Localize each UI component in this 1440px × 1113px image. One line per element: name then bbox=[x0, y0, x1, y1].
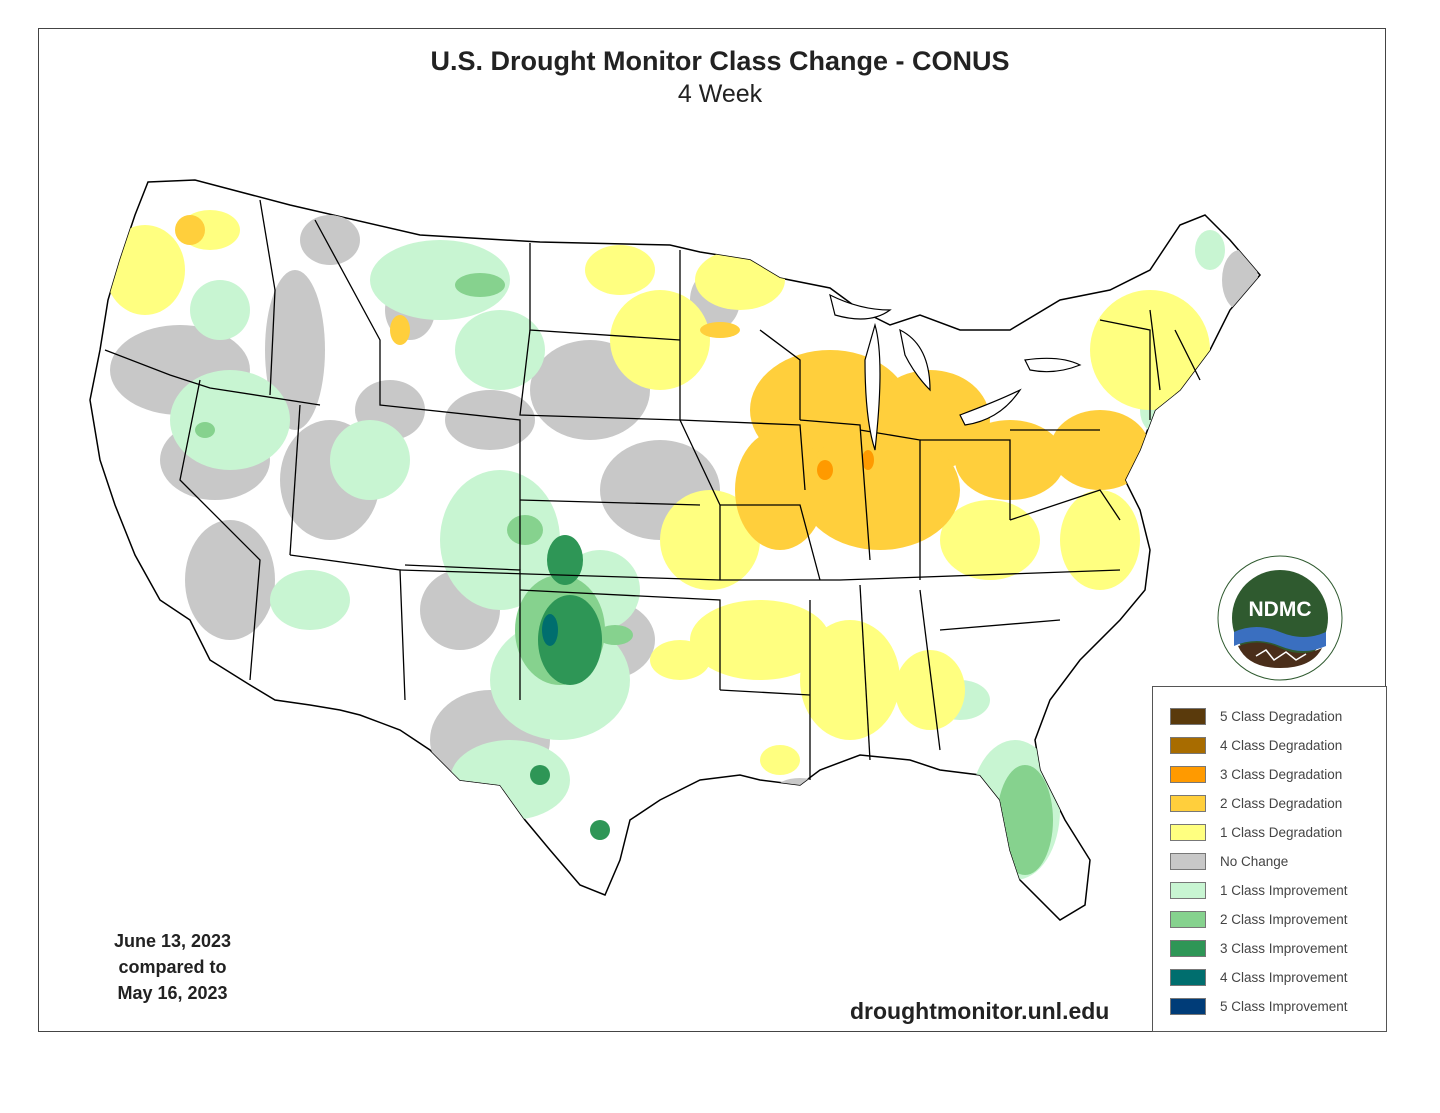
legend-swatch bbox=[1170, 911, 1206, 928]
legend-item: 4 Class Improvement bbox=[1170, 968, 1348, 986]
legend-swatch bbox=[1170, 795, 1206, 812]
legend-item: 5 Class Improvement bbox=[1170, 997, 1348, 1015]
conus-map bbox=[60, 160, 1300, 940]
legend-label: 5 Class Improvement bbox=[1220, 999, 1348, 1014]
date-previous: May 16, 2023 bbox=[80, 980, 265, 1006]
legend-swatch bbox=[1170, 708, 1206, 725]
legend-item: No Change bbox=[1170, 852, 1288, 870]
ndmc-logo: NDMC bbox=[1216, 554, 1344, 682]
legend: 5 Class Degradation 4 Class Degradation 3 … bbox=[1152, 686, 1387, 1032]
legend-swatch bbox=[1170, 737, 1206, 754]
legend-swatch bbox=[1170, 766, 1206, 783]
legend-item: 1 Class Degradation bbox=[1170, 823, 1342, 841]
ndmc-logo-text: NDMC bbox=[1249, 598, 1312, 621]
legend-label: 2 Class Improvement bbox=[1220, 912, 1348, 927]
date-range: June 13, 2023 compared to May 16, 2023 bbox=[80, 928, 265, 1006]
legend-swatch bbox=[1170, 940, 1206, 957]
legend-item: 1 Class Improvement bbox=[1170, 881, 1348, 899]
legend-swatch bbox=[1170, 824, 1206, 841]
legend-label: No Change bbox=[1220, 854, 1288, 869]
legend-label: 2 Class Degradation bbox=[1220, 796, 1342, 811]
legend-item: 2 Class Degradation bbox=[1170, 794, 1342, 812]
map-subtitle: 4 Week bbox=[0, 80, 1440, 109]
legend-item: 4 Class Degradation bbox=[1170, 736, 1342, 754]
legend-label: 3 Class Improvement bbox=[1220, 941, 1348, 956]
legend-item: 3 Class Degradation bbox=[1170, 765, 1342, 783]
legend-label: 1 Class Degradation bbox=[1220, 825, 1342, 840]
legend-label: 1 Class Improvement bbox=[1220, 883, 1348, 898]
legend-item: 2 Class Improvement bbox=[1170, 910, 1348, 928]
date-current: June 13, 2023 bbox=[80, 928, 265, 954]
legend-swatch bbox=[1170, 969, 1206, 986]
legend-swatch bbox=[1170, 882, 1206, 899]
legend-item: 5 Class Degradation bbox=[1170, 707, 1342, 725]
legend-label: 4 Class Degradation bbox=[1220, 738, 1342, 753]
legend-label: 4 Class Improvement bbox=[1220, 970, 1348, 985]
map-title: U.S. Drought Monitor Class Change - CONU… bbox=[0, 46, 1440, 77]
date-compared-to: compared to bbox=[80, 954, 265, 980]
legend-swatch bbox=[1170, 998, 1206, 1015]
legend-label: 5 Class Degradation bbox=[1220, 709, 1342, 724]
source-url[interactable]: droughtmonitor.unl.edu bbox=[850, 998, 1109, 1025]
legend-item: 3 Class Improvement bbox=[1170, 939, 1348, 957]
legend-label: 3 Class Degradation bbox=[1220, 767, 1342, 782]
legend-swatch bbox=[1170, 853, 1206, 870]
